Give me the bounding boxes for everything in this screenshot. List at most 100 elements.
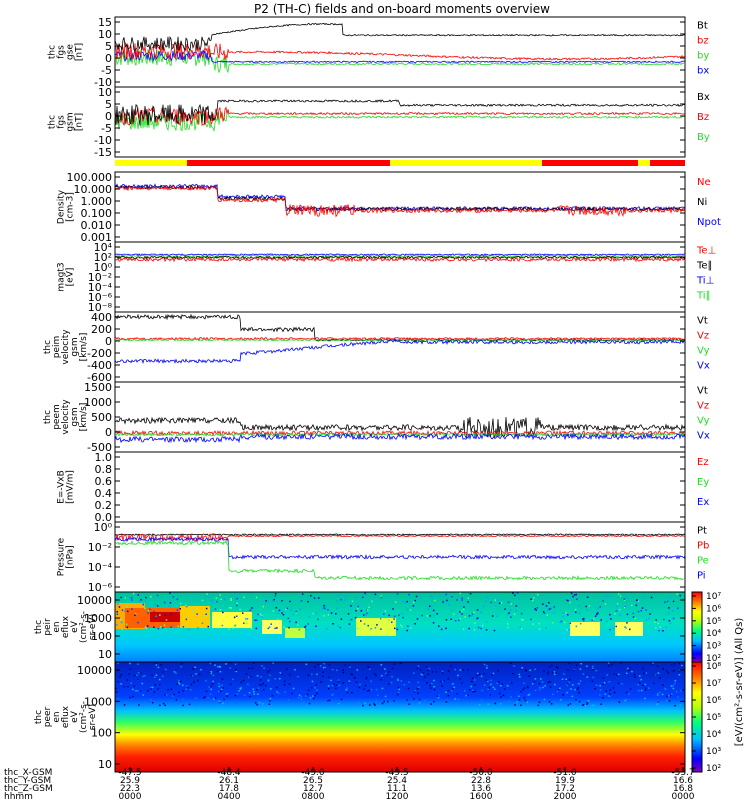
spectrogram-pixel (468, 615, 471, 617)
spectrogram-pixel (205, 607, 208, 610)
spectrogram-pixel (163, 624, 166, 626)
spectrogram-pixel (629, 667, 631, 669)
spectrogram-pixel (173, 671, 176, 673)
spectrogram-pixel (549, 681, 551, 683)
spectrogram-pixel (582, 618, 584, 620)
spectrogram-pixel (124, 610, 126, 612)
spectrogram-pixel (116, 611, 118, 613)
spectrogram-pixel (218, 682, 220, 685)
spectrogram-pixel (596, 613, 598, 615)
y-tick-label: 0 (105, 426, 112, 439)
spectrogram-pixel (501, 683, 503, 685)
spectrogram-pixel (437, 696, 440, 699)
spectrogram-pixel (172, 695, 174, 697)
spectrogram-pixel (144, 675, 146, 677)
spectrogram-pixel (537, 594, 539, 596)
spectrogram-pixel (500, 685, 502, 687)
spectrogram-pixel (573, 594, 576, 596)
spectrogram-pixel (424, 699, 426, 702)
series-line (114, 338, 685, 342)
spectrogram-pixel (426, 682, 428, 684)
spectrogram-pixel (360, 620, 362, 622)
series-line (114, 338, 685, 364)
spectrogram-pixel (202, 697, 205, 699)
status-segment (542, 160, 638, 166)
spectrogram-pixel (496, 682, 499, 685)
spectrogram-pixel (151, 686, 154, 689)
spectrogram-pixel (211, 601, 213, 604)
legend-entry: Ey (697, 477, 709, 488)
spectrogram-pixel (140, 599, 142, 601)
x-row-label: hhmm (4, 792, 33, 800)
spectrogram-pixel (256, 703, 258, 706)
spectrogram-pixel (592, 667, 594, 670)
spectrogram-pixel (672, 617, 675, 620)
spectrogram-pixel (563, 673, 565, 675)
spectrogram-pixel (288, 626, 290, 629)
spectrogram-pixel (473, 612, 475, 614)
spectrogram-pixel (518, 598, 521, 601)
spectrogram-pixel (164, 614, 166, 616)
spectrogram-pixel (163, 601, 166, 604)
spectrogram-pixel (533, 681, 535, 683)
spectrogram-pixel (503, 688, 506, 690)
spectrogram-pixel (289, 600, 291, 603)
spectrogram-pixel (330, 612, 333, 614)
spectrogram-pixel (208, 686, 210, 688)
spectrogram-pixel (664, 688, 667, 690)
spectrogram-pixel (500, 602, 503, 604)
spectrogram-pixel (485, 629, 488, 631)
spectrogram-pixel (580, 663, 582, 665)
y-tick-label: 10⁻² (88, 541, 112, 554)
spectrogram-pixel (418, 702, 421, 704)
spectrogram-pixel (179, 608, 181, 610)
spectrogram-pixel (579, 622, 582, 625)
spectrogram-pixel (182, 684, 184, 687)
spectrogram-pixel (557, 689, 560, 691)
spectrogram-pixel (474, 622, 476, 624)
spectrogram-pixel (305, 628, 307, 631)
spectrogram-pixel (414, 690, 416, 692)
spectrogram-pixel (225, 663, 227, 665)
spectrogram-pixel (502, 694, 505, 697)
spectrogram-pixel (315, 684, 317, 686)
spectrogram-pixel (397, 691, 400, 694)
spectrogram-pixel (336, 669, 338, 672)
spectrogram-pixel (523, 687, 526, 689)
y-tick-label: 400 (91, 311, 112, 324)
spectrogram-pixel (648, 687, 650, 689)
x-tick-label: 0400 (218, 792, 241, 800)
spectrogram-pixel (210, 599, 213, 601)
spectrogram-pixel (132, 688, 134, 691)
spectrogram-pixel (182, 626, 185, 628)
spectrogram-pixel (228, 628, 230, 630)
spectrogram-pixel (594, 615, 597, 617)
spectrogram-pixel (494, 688, 496, 690)
spectrogram-pixel (273, 598, 275, 601)
y-tick-label: 0 (105, 110, 112, 123)
spectrogram-pixel (666, 600, 669, 603)
spectrogram-pixel (245, 622, 248, 625)
spectrogram-pixel (506, 685, 509, 687)
spectrogram-pixel (624, 674, 626, 676)
spectrogram-pixel (349, 619, 351, 621)
spectrogram-pixel (644, 697, 646, 700)
x-tick-label: 16.8 (673, 784, 693, 794)
spectrogram-pixel (218, 685, 220, 688)
spectrogram-pixel (155, 664, 158, 666)
spectrogram-pixel (329, 699, 331, 701)
spectrogram-pixel (408, 681, 410, 683)
y-tick-label: 0.8 (95, 463, 113, 476)
panel-fgs-gsm (114, 86, 686, 158)
spectrogram-pixel (420, 673, 423, 676)
spectrogram-pixel (355, 596, 358, 599)
y-tick-label: 10 (98, 28, 112, 41)
panel-peir-spectrogram (114, 591, 686, 663)
spectrogram-pixel (529, 669, 531, 672)
panel-density (114, 171, 686, 243)
spectrogram-pixel (445, 619, 448, 621)
spectrogram-pixel (323, 615, 325, 617)
spectrogram-pixel (644, 683, 646, 686)
spectrogram-pixel (115, 687, 117, 690)
